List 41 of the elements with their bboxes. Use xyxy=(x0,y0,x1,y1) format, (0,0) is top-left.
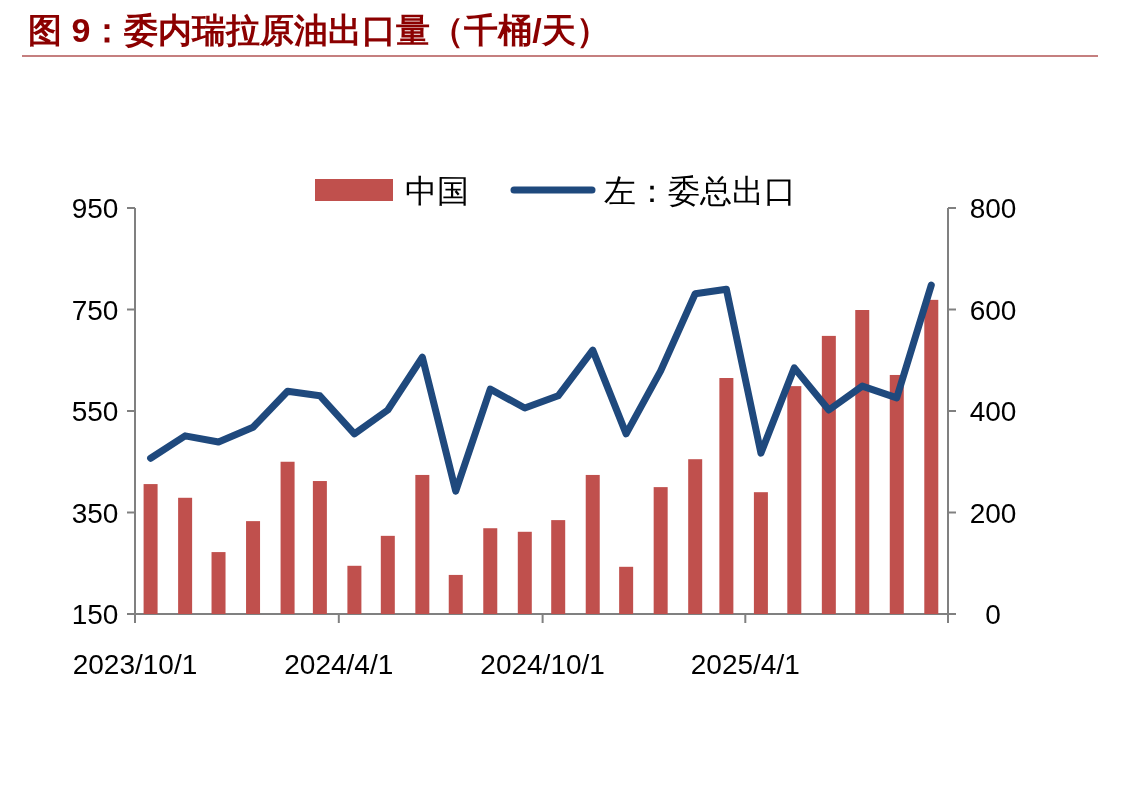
bar xyxy=(448,574,463,614)
y2-tick-label: 200 xyxy=(969,497,1017,529)
bar xyxy=(415,474,430,614)
bar xyxy=(483,528,498,614)
bar xyxy=(855,310,870,614)
bar xyxy=(787,386,802,614)
bar xyxy=(178,497,193,614)
y-tick-label: 750 xyxy=(71,294,119,326)
x-tick-label: 2024/10/1 xyxy=(480,649,605,680)
legend-label: 左：委总出口 xyxy=(604,173,796,209)
title: 图 9：委内瑞拉原油出口量（千桶/天） xyxy=(28,11,610,49)
bar xyxy=(619,566,634,614)
bar xyxy=(380,535,395,614)
bar xyxy=(688,459,703,614)
y2-tick-label: 400 xyxy=(969,396,1017,427)
y2-tick-label: 800 xyxy=(969,193,1017,224)
bar xyxy=(517,531,532,614)
x-tick-label: 2023/10/1 xyxy=(72,649,198,680)
y-tick-label: 550 xyxy=(71,396,119,427)
bar xyxy=(280,461,295,614)
bar xyxy=(347,565,362,614)
bar xyxy=(551,520,566,614)
y-tick-label: 950 xyxy=(71,193,119,224)
x-tick-label: 2024/4/1 xyxy=(284,649,394,680)
bar xyxy=(312,481,327,614)
bar xyxy=(143,484,158,614)
bar xyxy=(889,374,904,614)
bar xyxy=(924,299,939,614)
y2-tick-label: 0 xyxy=(985,599,1001,630)
y-tick-label: 350 xyxy=(71,497,119,529)
bar xyxy=(211,552,226,614)
legend-label: 中国 xyxy=(405,173,469,209)
bar xyxy=(821,335,836,614)
bar xyxy=(653,487,668,614)
bar xyxy=(246,521,261,614)
bar xyxy=(585,474,600,614)
x-tick-label: 2025/4/1 xyxy=(690,649,800,680)
bar xyxy=(719,378,734,614)
y-tick-label: 150 xyxy=(71,599,119,630)
bar xyxy=(753,492,768,614)
y2-tick-label: 600 xyxy=(969,294,1017,326)
